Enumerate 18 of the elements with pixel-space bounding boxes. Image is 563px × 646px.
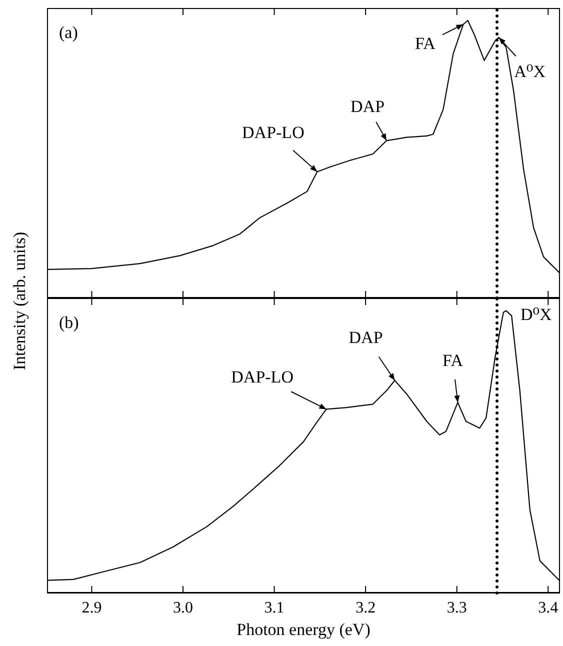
x-tick-label: 3.2: [356, 599, 376, 616]
x-axis-title: Photon energy (eV): [236, 620, 370, 639]
annotation: DAP-LO: [231, 368, 294, 387]
x-tick-label: 3.1: [264, 599, 284, 616]
annotation: DAP: [350, 97, 385, 116]
annotation: (b): [59, 313, 79, 332]
x-tick-label: 3.0: [173, 599, 194, 616]
x-tick-label: 2.9: [82, 599, 102, 616]
x-tick-label: 3.4: [538, 599, 558, 616]
annotation: DAP: [348, 328, 383, 347]
annotation: (a): [59, 23, 78, 42]
annotation: FA: [442, 350, 464, 370]
y-axis-title: Intensity (arb. units): [10, 231, 30, 370]
annotation: DAP-LO: [242, 123, 304, 142]
x-tick-label: 3.3: [446, 599, 467, 616]
annotation: D⁰X: [520, 305, 552, 324]
annotation: A⁰X: [514, 62, 546, 81]
annotation: FA: [415, 34, 436, 53]
